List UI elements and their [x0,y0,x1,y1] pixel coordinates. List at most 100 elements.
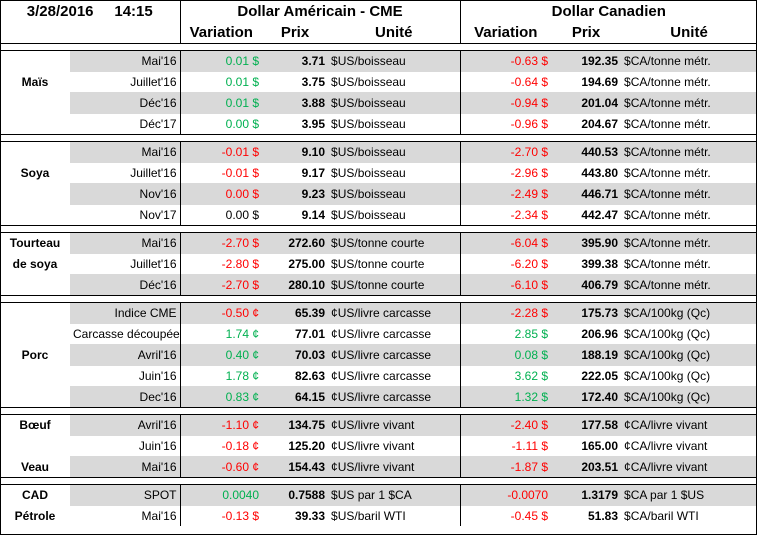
group-separator [0,407,757,415]
ca-variation: -1.87 $ [459,456,552,478]
contract-name: Mai'16 [70,456,181,478]
us-variation: 0.00 $ [179,113,263,135]
contract-name: Carcasse découpée [70,323,181,345]
table-row: Nov'16 0.00 $9.23 $US/boisseau -2.49 $446.7… [0,183,757,205]
us-variation: -0.01 $ [179,162,263,184]
ca-price: 406.79 [551,274,622,296]
ca-unit: ¢CA/livre vivant [621,435,757,457]
us-unit: $US/boisseau [328,50,461,72]
contract-name: Avril'16 [70,344,181,366]
ca-unit: $CA/tonne métr. [621,253,757,275]
ca-variation: -2.49 $ [459,183,552,205]
contract-name: Juin'16 [70,435,181,457]
us-variation: 0.00 $ [179,204,263,226]
us-variation: -1.10 ¢ [179,414,263,436]
group-separator [0,225,757,233]
us-unit: ¢US/livre carcasse [328,302,461,324]
ca-unit: $CA/tonne métr. [621,183,757,205]
ca-price-header: Prix [551,22,622,44]
us-price: 3.71 [262,50,329,72]
us-unit: $US/boisseau [328,141,461,163]
us-price: 65.39 [262,302,329,324]
ca-price: 188.19 [551,344,622,366]
ca-price: 443.80 [551,162,622,184]
us-variation: 0.01 $ [179,71,263,93]
ca-price: 442.47 [551,204,622,226]
ca-unit-header: Unité [621,22,757,44]
category-label [0,113,70,135]
us-price: 9.10 [262,141,329,163]
contract-name: Nov'16 [70,183,181,205]
us-unit: $US/boisseau [328,183,461,205]
category-label: Bœuf [0,414,70,436]
contract-name: Déc'17 [70,113,181,135]
ca-unit: ¢CA/livre vivant [621,414,757,436]
table-row: Mai'16 0.01 $3.71 $US/boisseau -0.63 $192.3… [0,50,757,72]
us-unit: ¢US/livre carcasse [328,344,461,366]
ca-unit: $CA/100kg (Qc) [621,365,757,387]
group-separator [0,295,757,303]
ca-price: 175.73 [551,302,622,324]
ca-variation: -2.34 $ [459,204,552,226]
table-row: Juin'16 -0.18 ¢ 125.20 ¢US/livre vivant -1.1… [0,435,757,457]
ca-variation: -2.96 $ [459,162,552,184]
us-price: 125.20 [262,435,329,457]
us-variation: -0.13 $ [179,505,263,526]
group-separator [0,43,757,51]
us-price: 134.75 [262,414,329,436]
contract-name: Déc'16 [70,274,181,296]
group-separator [0,134,757,142]
table-row: CAD SPOT 0.0040 0.7588 $US par 1 $CA -0.0070 1… [0,484,757,506]
separator-cell [0,477,757,485]
header-blank [0,22,181,44]
category-label [0,323,70,345]
us-unit: ¢US/livre carcasse [328,365,461,387]
table-row: Déc'16 0.01 $3.88 $US/boisseau -0.94 $201.0… [0,92,757,114]
us-dollar-title: Dollar Américain - CME [179,0,461,22]
us-variation: -0.50 ¢ [179,302,263,324]
report-date: 3/28/2016 [26,2,94,20]
us-price: 70.03 [262,344,329,366]
table-row: de soya Juillet'16 -2.80 $275.00 $US/tonne … [0,253,757,275]
us-price: 3.88 [262,92,329,114]
separator-cell [0,43,757,51]
us-price: 9.14 [262,204,329,226]
ca-price: 440.53 [551,141,622,163]
ca-variation: -1.11 $ [459,435,552,457]
contract-name: Nov'17 [70,204,181,226]
ca-variation: -2.40 $ [459,414,552,436]
ca-price: 192.35 [551,50,622,72]
us-variation: 1.78 ¢ [179,365,263,387]
separator-cell [0,134,757,142]
us-unit: $US/boisseau [328,204,461,226]
us-variation: -2.80 $ [179,253,263,275]
us-price: 280.10 [262,274,329,296]
ca-variation: -6.20 $ [459,253,552,275]
ca-price: 222.05 [551,365,622,387]
ca-price: 395.90 [551,232,622,254]
category-label [0,92,70,114]
ca-unit: $CA/tonne métr. [621,92,757,114]
contract-name: Mai'16 [70,232,181,254]
category-label [0,365,70,387]
us-unit: $US/baril WTI [328,505,461,526]
table-row: Dec'16 0.83 ¢ 64.15 ¢US/livre carcasse 1.32 … [0,386,757,408]
ca-unit: $CA/100kg (Qc) [621,302,757,324]
ca-variation: -0.45 $ [459,505,552,526]
us-price: 9.23 [262,183,329,205]
category-label [0,274,70,296]
us-unit: $US/tonne courte [328,274,461,296]
ca-variation: -0.64 $ [459,71,552,93]
us-variation: -0.01 $ [179,141,263,163]
report-time: 14:15 [114,2,153,20]
category-label [0,183,70,205]
header-row-titles: 3/28/2016 14:15 Dollar Américain - CME D… [0,0,757,22]
us-variation: 0.00 $ [179,183,263,205]
contract-name: Juillet'16 [70,253,181,275]
ca-variation: 1.32 $ [459,386,552,408]
us-variation: -0.18 ¢ [179,435,263,457]
ca-unit: $CA/tonne métr. [621,232,757,254]
ca-dollar-title: Dollar Canadien [459,0,757,22]
ca-price: 177.58 [551,414,622,436]
ca-unit: $CA/tonne métr. [621,162,757,184]
